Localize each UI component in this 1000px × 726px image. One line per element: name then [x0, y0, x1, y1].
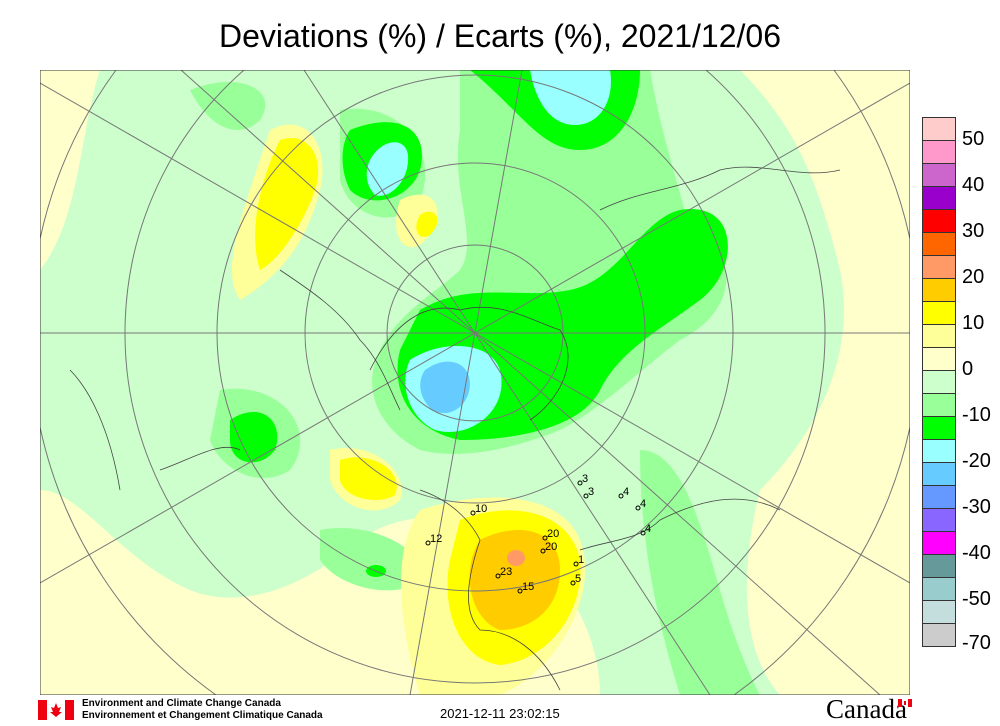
legend-swatch — [922, 485, 956, 508]
legend-label: 0 — [962, 358, 974, 380]
legend-swatch — [922, 554, 956, 577]
station-value: 20 — [545, 541, 557, 553]
timestamp: 2021-12-11 23:02:15 — [440, 706, 560, 721]
graticule — [40, 70, 910, 695]
legend-swatch — [922, 347, 956, 370]
legend-label: -20 — [962, 450, 991, 472]
station-marker — [542, 535, 548, 541]
legend-swatch — [922, 117, 956, 140]
station-marker — [640, 530, 646, 536]
legend-swatch — [922, 439, 956, 462]
latitude-arcs-outer — [40, 70, 910, 695]
legend-swatch — [922, 531, 956, 554]
field-minus30-40 — [420, 361, 470, 414]
org-en: Environment and Climate Change Canada — [82, 698, 281, 709]
station-marker — [577, 480, 583, 486]
station-marker — [618, 493, 624, 499]
legend-swatch — [922, 370, 956, 393]
station-value: 23 — [500, 566, 512, 578]
legend-swatch — [922, 508, 956, 531]
legend-swatch — [922, 255, 956, 278]
station-value: 4 — [645, 523, 651, 535]
legend-label: -70 — [962, 632, 991, 654]
station-value: 5 — [575, 573, 581, 585]
org-fr: Environnement et Changement Climatique C… — [82, 710, 323, 721]
station-value: 10 — [475, 503, 487, 515]
legend-label: 30 — [962, 220, 985, 242]
station-marker — [517, 588, 523, 594]
field-plus20-30 — [469, 530, 560, 630]
legend-swatch — [922, 209, 956, 232]
station-marker — [573, 561, 579, 567]
legend-swatch — [922, 278, 956, 301]
legend-swatch — [922, 140, 956, 163]
legend-label: -30 — [962, 496, 991, 518]
legend-label: -40 — [962, 542, 991, 564]
station-value: 3 — [588, 486, 594, 498]
field-plus20-30-max — [507, 550, 525, 566]
station-marker — [425, 540, 431, 546]
station-marker — [540, 548, 546, 554]
legend-swatch — [922, 623, 956, 647]
latitude-circle — [124, 70, 826, 684]
wordmark-flag-icon — [898, 699, 912, 707]
station-value: 1 — [578, 554, 584, 566]
station-value: 4 — [623, 486, 629, 498]
legend-swatch — [922, 186, 956, 209]
legend-label: 40 — [962, 174, 985, 196]
canada-flag-logo — [38, 700, 74, 720]
station-value: 12 — [430, 533, 442, 545]
legend-label: 50 — [962, 128, 985, 150]
legend-label: -50 — [962, 588, 991, 610]
legend-swatch — [922, 462, 956, 485]
station-value: 20 — [547, 528, 559, 540]
station-marker — [470, 510, 476, 516]
legend-swatch — [922, 163, 956, 186]
station-marker — [583, 493, 589, 499]
legend-swatch — [922, 393, 956, 416]
legend-swatch — [922, 577, 956, 600]
map-title: Deviations (%) / Ecarts (%), 2021/12/06 — [218, 18, 781, 54]
coastlines — [69, 166, 841, 691]
organization-name: Environment and Climate Change Canada En… — [82, 698, 323, 722]
legend-swatch — [922, 324, 956, 347]
station-value: 15 — [522, 581, 534, 593]
legend-label: 10 — [962, 312, 985, 334]
station-marker — [570, 580, 576, 586]
station-marker — [635, 505, 641, 511]
station-value: 4 — [640, 498, 646, 510]
legend-swatch — [922, 301, 956, 324]
station-marker — [495, 573, 501, 579]
legend-swatch — [922, 232, 956, 255]
station-value: 3 — [582, 473, 588, 485]
legend-label: -10 — [962, 404, 991, 426]
canada-wordmark: Canada — [826, 694, 907, 724]
legend-label: 20 — [962, 266, 985, 288]
legend-swatch — [922, 416, 956, 439]
legend-swatch — [922, 600, 956, 623]
color-legend — [922, 117, 956, 647]
